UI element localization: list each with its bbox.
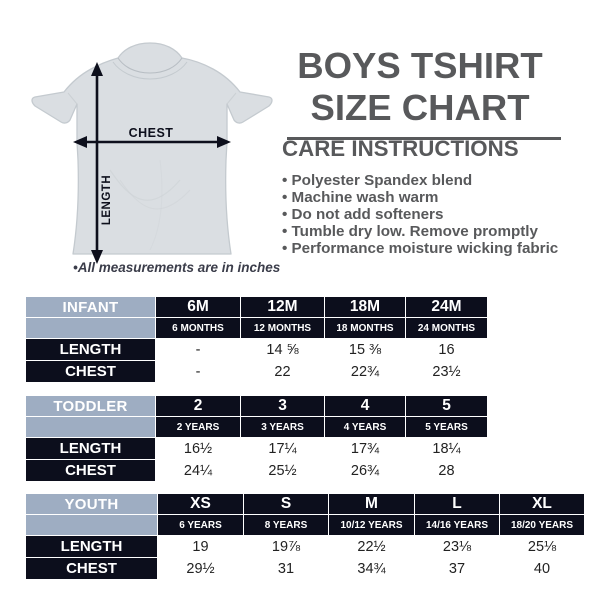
svg-text:CHEST: CHEST [129, 126, 174, 140]
svg-text:LENGTH: LENGTH [101, 175, 113, 225]
